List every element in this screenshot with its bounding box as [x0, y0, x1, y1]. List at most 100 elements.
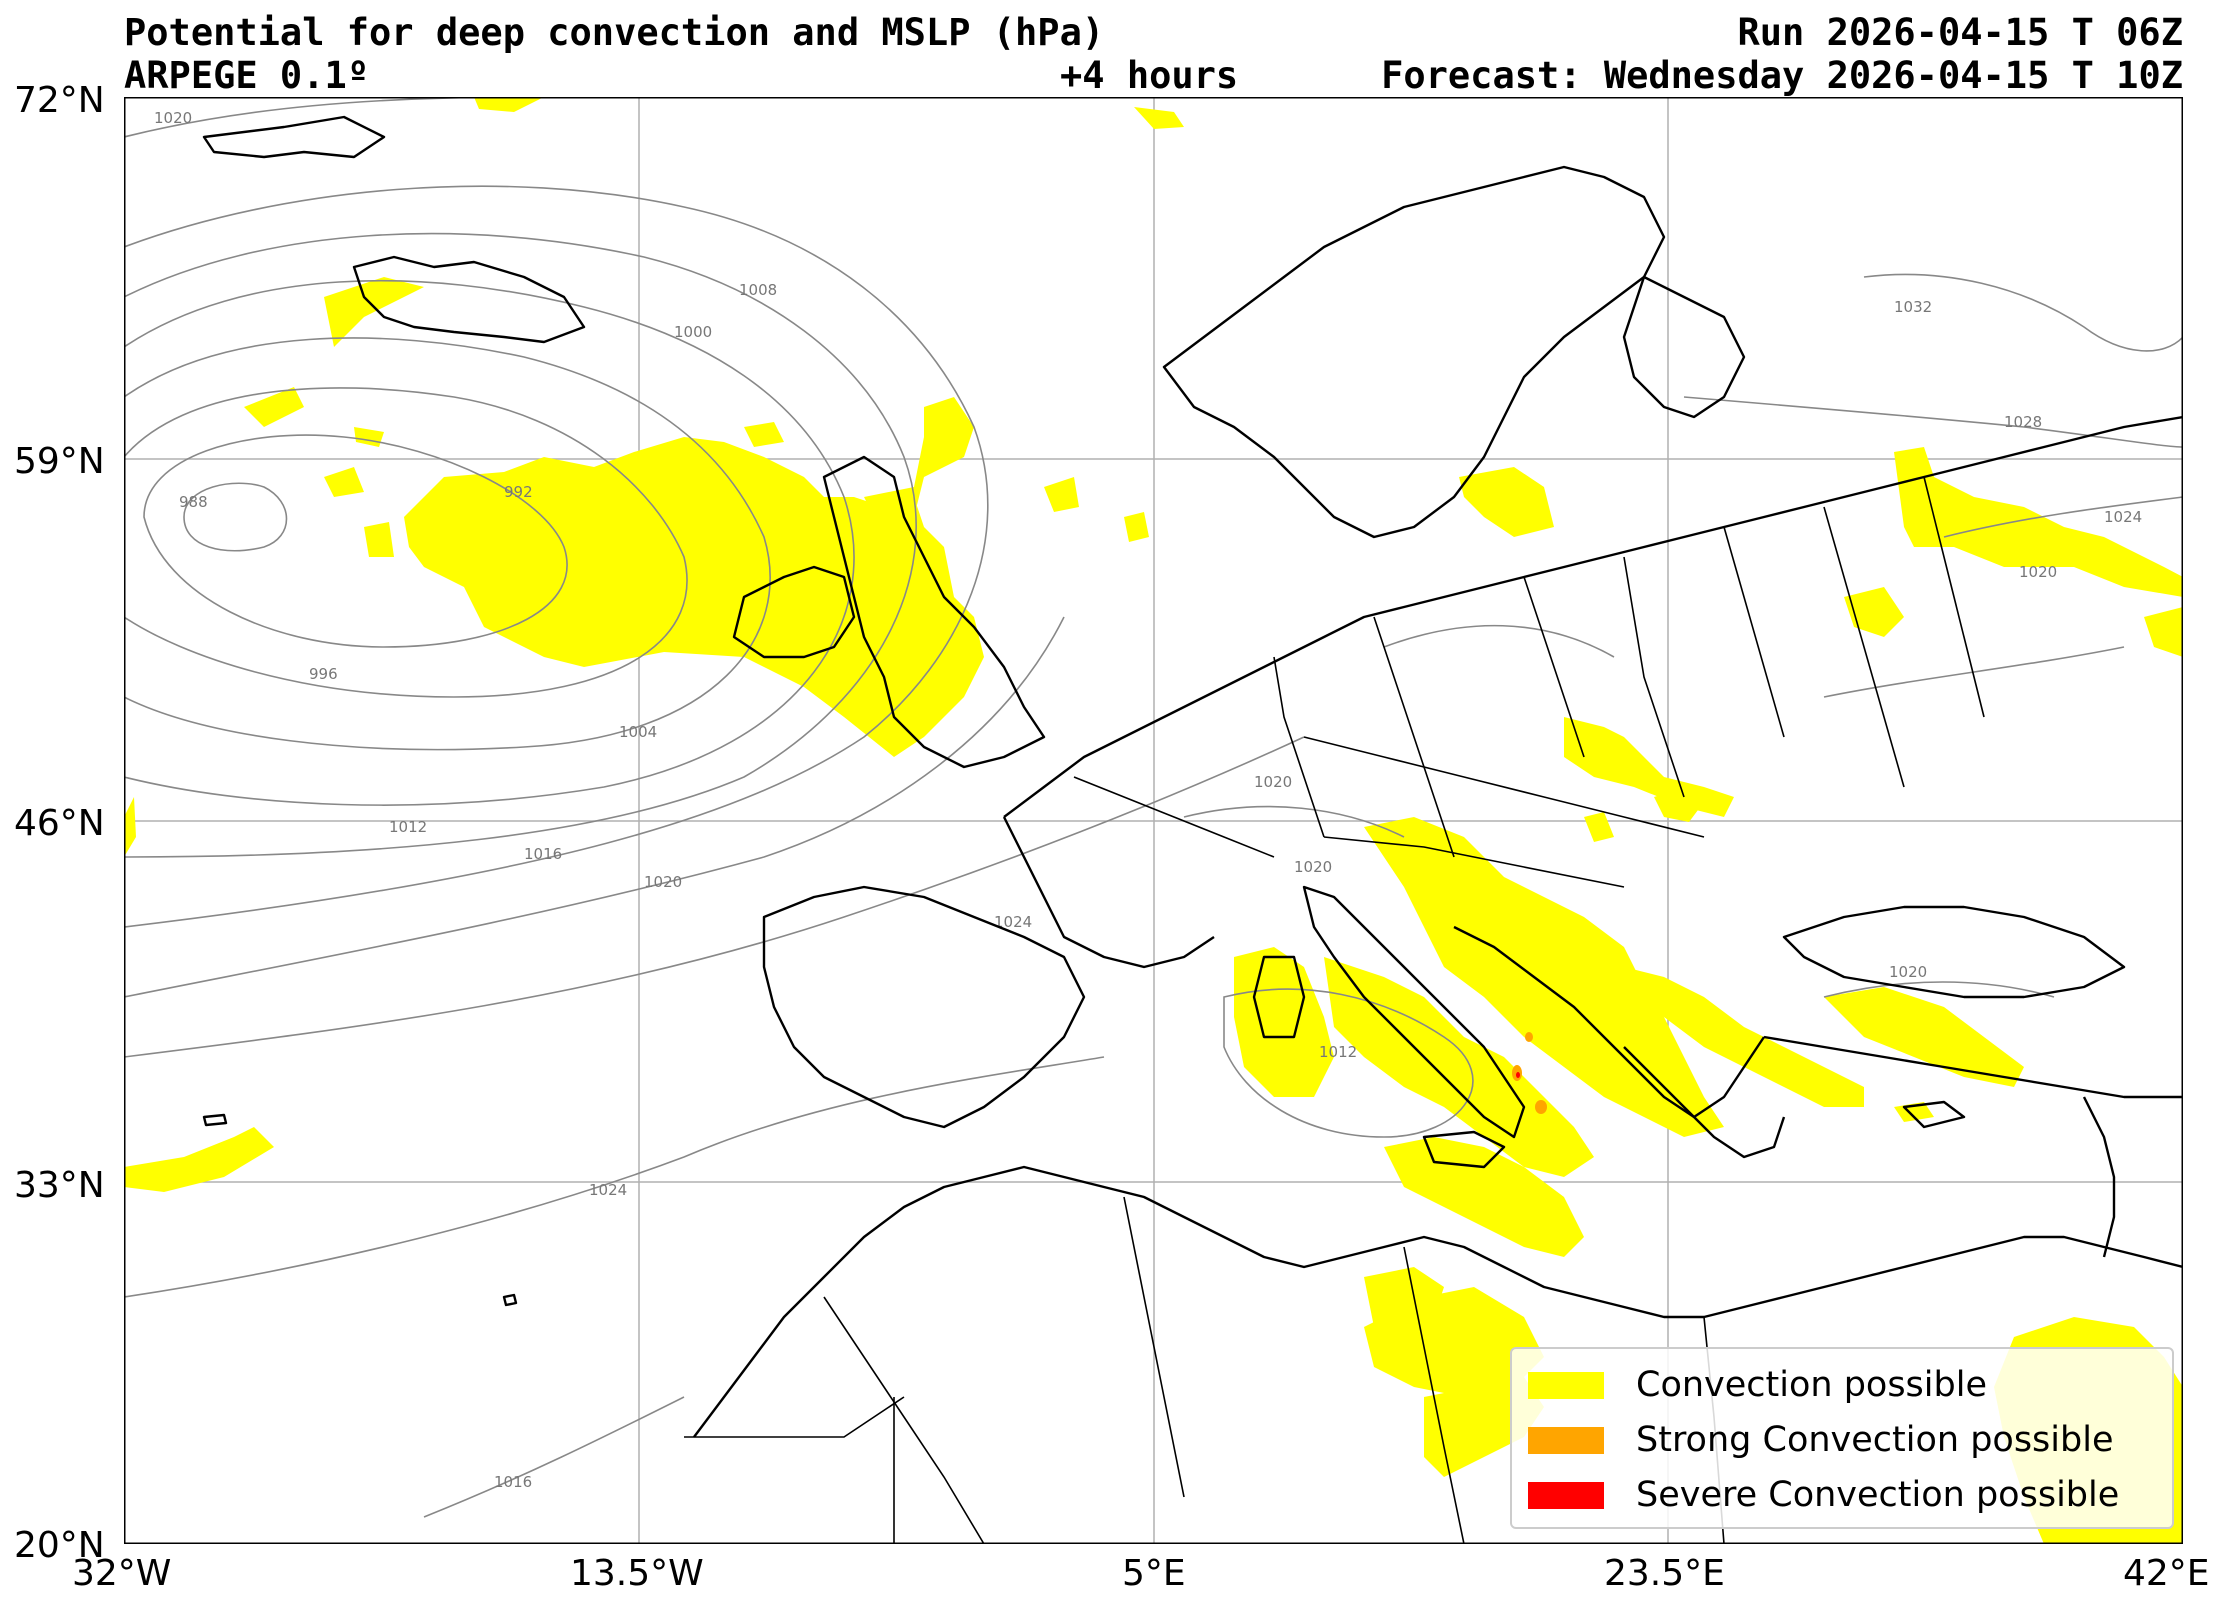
balkans-convection: [1564, 717, 1734, 817]
model-name: ARPEGE 0.1º: [124, 54, 370, 97]
carpathian-convection: [1654, 787, 1704, 822]
convection-patch: [474, 97, 544, 112]
isobar-1020-alps: [1183, 805, 1405, 838]
convection-patch: [1134, 107, 1184, 129]
black-sea-coast: [1782, 905, 2126, 999]
lon-label-32w: 32°W: [72, 1553, 172, 1594]
isobar-988: [183, 482, 288, 552]
severe-convection-spot: [1516, 1072, 1520, 1078]
legend-swatch-orange: [1528, 1426, 1604, 1454]
algeria-convection: [1364, 1287, 1544, 1397]
legend-item-severe-convection: Severe Convection possible: [1528, 1475, 2119, 1515]
map-panel: 1020 1008 1000 992 988 996 1004 1012 101…: [124, 97, 2183, 1544]
border-line: [1723, 526, 1785, 738]
isobar-label: 1024: [2104, 508, 2142, 526]
lon-label-13-5w: 13.5°W: [570, 1553, 704, 1594]
isobar-label: 1020: [1254, 773, 1292, 791]
isobar-1020: [124, 736, 1305, 1058]
sicily-tunisia-convection: [1384, 1137, 1584, 1257]
cyprus-coast: [1902, 1100, 1966, 1129]
iberia-coast: [762, 885, 1086, 1129]
lat-label-46n: 46°N: [14, 803, 105, 844]
isobar-1024-east: [1943, 496, 2183, 538]
isobar-1028: [1683, 396, 2183, 448]
chart-title: Potential for deep convection and MSLP (…: [124, 11, 1105, 54]
canary-islands: [502, 1293, 518, 1307]
iceland-coast: [352, 255, 586, 344]
strong-convection-areas: [1512, 1032, 1547, 1114]
border-line: [1323, 836, 1625, 888]
sweden-convection: [1459, 467, 1554, 537]
legend-swatch-red: [1528, 1481, 1604, 1509]
lon-label-5e: 5°E: [1122, 1553, 1186, 1594]
convection-patch: [1504, 897, 1554, 927]
isobar-label: 1012: [1319, 1043, 1357, 1061]
isobar-label: 1008: [739, 281, 777, 299]
legend-item-convection: Convection possible: [1528, 1365, 1987, 1405]
isobar-label: 1000: [674, 323, 712, 341]
lat-label-33n: 33°N: [14, 1165, 105, 1206]
isobar-1020-turkey: [1823, 981, 2055, 998]
isobar-label: 988: [179, 493, 208, 511]
lat-label-72n: 72°N: [14, 80, 105, 121]
azores-islands: [202, 1113, 228, 1127]
border-line: [1273, 656, 1325, 838]
forecast-time: Forecast: Wednesday 2026-04-15 T 10Z: [1381, 54, 2183, 97]
isobar-label: 992: [504, 483, 533, 501]
severe-convection-areas: [1516, 1072, 1520, 1078]
atlantic-convection-area: [404, 437, 984, 757]
convection-patch: [324, 467, 364, 497]
strong-convection-spot: [1535, 1100, 1547, 1114]
isobar-label: 996: [309, 665, 338, 683]
legend-item-strong-convection: Strong Convection possible: [1528, 1420, 2114, 1460]
isobar-label: 1024: [994, 913, 1032, 931]
isobar-1024-balkans: [1383, 624, 1615, 658]
sicily-coast: [1422, 1130, 1506, 1169]
western-ireland-convection: [864, 397, 974, 537]
isobar-1020-east: [1823, 646, 2125, 698]
turkey-convection: [1824, 987, 2024, 1087]
border-line: [1303, 736, 1705, 838]
isobar-label: 1020: [154, 109, 192, 127]
isobar-996: [124, 387, 688, 698]
azores-convection: [124, 1127, 274, 1192]
france-coast: [1002, 816, 1215, 969]
isobar-1004: [124, 279, 855, 806]
isobar-label: 1016: [494, 1473, 532, 1491]
levant-coast: [2082, 1096, 2116, 1258]
iceland-convection: [324, 277, 424, 347]
isobar-992: [143, 434, 568, 648]
border-line: [1823, 506, 1905, 788]
finland-coast: [1622, 275, 1746, 419]
isobar-labels: 1020 1008 1000 992 988 996 1004 1012 101…: [154, 109, 2142, 1491]
lat-label-59n: 59°N: [14, 441, 105, 482]
isobar-1032: [1863, 273, 2183, 352]
isobar-label: 1024: [589, 1181, 627, 1199]
convection-patch: [1124, 512, 1149, 542]
isobar-label: 1012: [389, 818, 427, 836]
convection-patch: [1584, 812, 1614, 842]
isobar-1016: [124, 616, 1065, 998]
border-line: [823, 1296, 985, 1544]
italy-coast: [1302, 885, 1526, 1139]
convection-patch: [2144, 607, 2183, 657]
isobar-label: 1016: [524, 845, 562, 863]
legend-label: Severe Convection possible: [1636, 1475, 2120, 1515]
tyrrhenian-convection: [1324, 957, 1594, 1177]
sardinia-corsica-convection: [1234, 947, 1334, 1097]
north-africa-coast: [693, 1165, 2183, 1438]
sardinia-coast: [1252, 955, 1306, 1039]
isobar-label: 1028: [2004, 413, 2042, 431]
border-line: [1073, 776, 1275, 858]
border-line: [1123, 1196, 1185, 1498]
border-line: [1403, 1246, 1465, 1544]
greece-aegean-convection: [1624, 967, 1864, 1107]
border-line: [1523, 576, 1585, 758]
isobar-1000: [124, 337, 771, 751]
europe-mainland-coast: [1003, 415, 2183, 818]
convection-patch: [744, 422, 784, 447]
isobar-label: 1020: [1889, 963, 1927, 981]
russia-convection: [1894, 447, 2183, 597]
legend-label: Strong Convection possible: [1636, 1420, 2114, 1460]
border-line: [1373, 616, 1455, 858]
